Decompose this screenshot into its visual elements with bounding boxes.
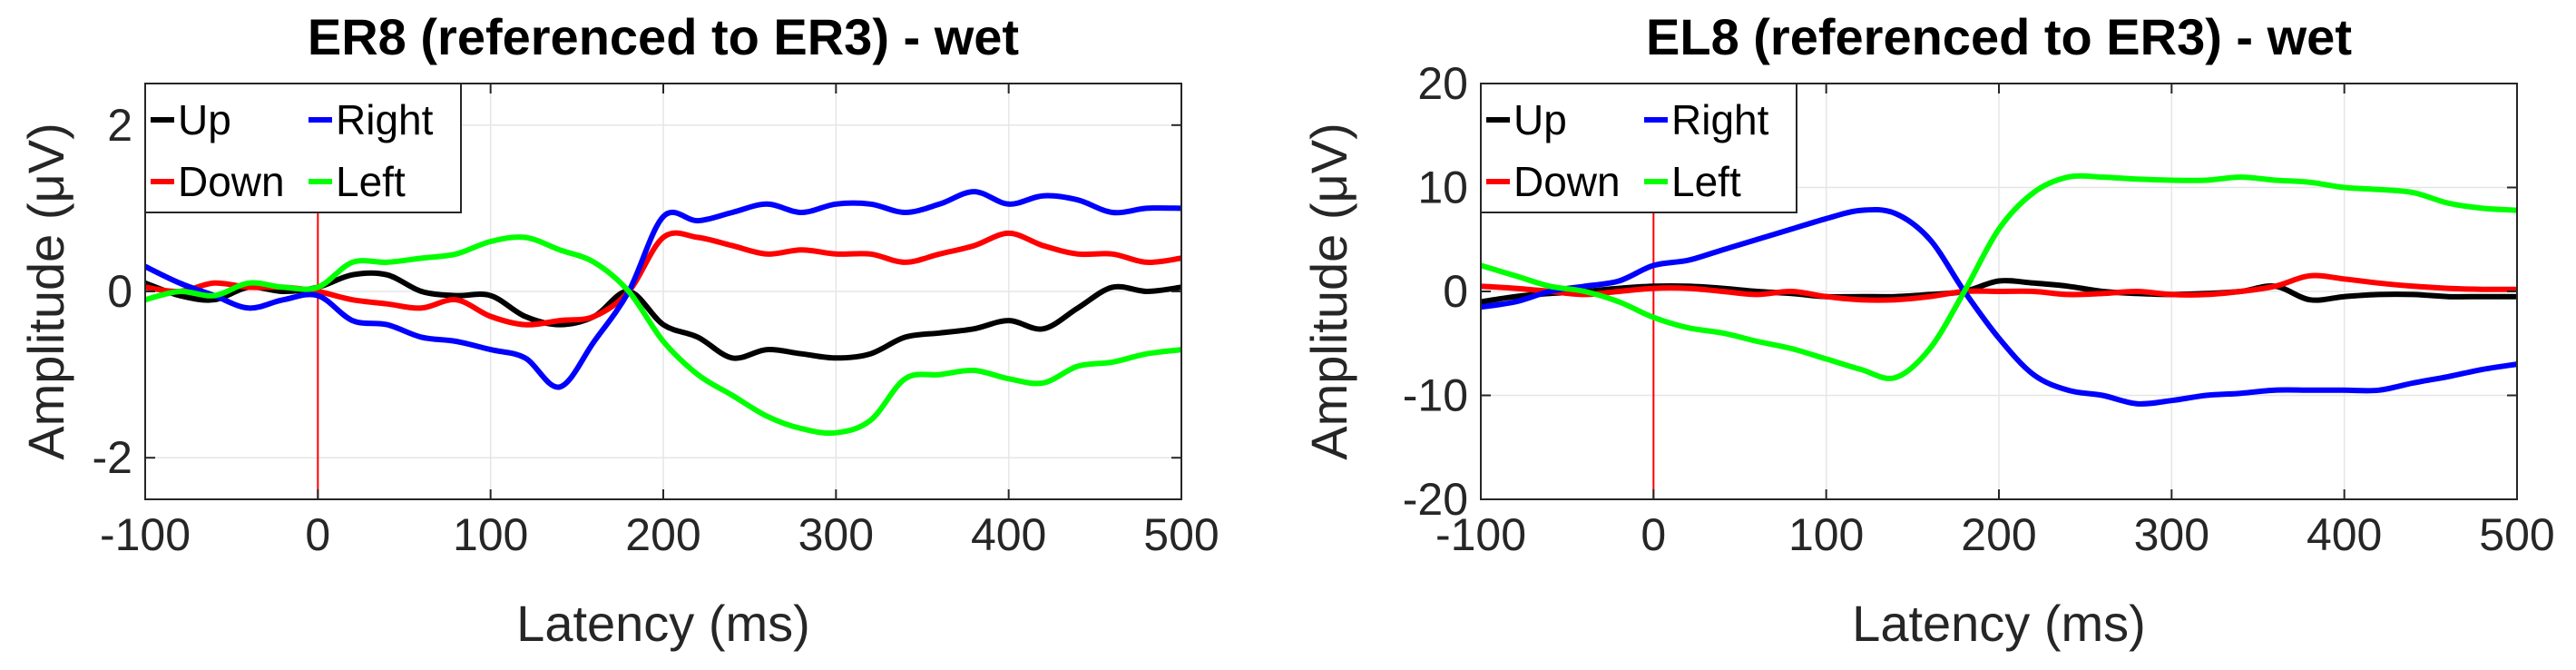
y-tick-label: -20: [1403, 474, 1468, 525]
legend-label-left: Left: [1671, 158, 1741, 205]
x-tick-label: -100: [100, 509, 191, 560]
x-tick-label: 0: [305, 509, 330, 560]
chart-title: EL8 (referenced to ER3) - wet: [1646, 8, 2352, 65]
y-tick-label: 0: [107, 266, 132, 317]
legend: Up Down Right Left: [144, 83, 462, 213]
y-tick-label: 0: [1443, 266, 1468, 317]
x-axis-label: Latency (ms): [1852, 595, 2146, 652]
series-line-right: [143, 189, 1182, 390]
chart-title: ER8 (referenced to ER3) - wet: [308, 8, 1019, 65]
y-tick-label: -2: [93, 432, 132, 483]
y-tick-label: -10: [1403, 370, 1468, 421]
y-axis-label: Amplitude (μV): [1300, 123, 1357, 460]
x-tick-label: 200: [625, 509, 700, 560]
legend-label-down: Down: [178, 158, 285, 205]
x-tick-label: 100: [1788, 509, 1864, 560]
y-tick-label: 2: [107, 100, 132, 151]
legend-items: Up Down Right Left: [1486, 96, 1769, 205]
series-line-left: [144, 234, 1182, 437]
series-line-down: [144, 230, 1182, 328]
legend-label-up: Up: [1513, 96, 1567, 143]
ticks: -100 0 100 200 300 400 500 -2 0 2: [93, 84, 1219, 560]
x-tick-label: 100: [453, 509, 528, 560]
x-tick-label: -100: [1435, 509, 1526, 560]
legend-box: [1480, 83, 1797, 213]
legend-label-right: Right: [336, 96, 434, 143]
legend-label-right: Right: [1671, 96, 1769, 143]
y-tick-label: 10: [1417, 163, 1468, 213]
y-axis-label: Amplitude (μV): [17, 123, 74, 460]
series-line-left: [1480, 172, 2518, 381]
x-axis-label: Latency (ms): [516, 595, 810, 652]
legend-label-down: Down: [1513, 158, 1621, 205]
x-tick-label: 300: [2134, 509, 2209, 560]
legend-box: [144, 83, 462, 213]
chart-panel-er8: -100 0 100 200 300 400 500 -2 0 2 Up Down Right Left…: [17, 8, 1219, 652]
x-tick-label: 400: [2307, 509, 2382, 560]
legend-label-left: Left: [336, 158, 406, 205]
x-tick-label: 400: [971, 509, 1046, 560]
legend: Up Down Right Left: [1480, 83, 1797, 213]
x-tick-label: 200: [1961, 509, 2036, 560]
x-tick-label: 300: [798, 509, 874, 560]
series-lines: [143, 189, 1182, 437]
x-tick-label: 500: [1143, 509, 1219, 560]
legend-items: Up Down Right Left: [151, 96, 434, 205]
y-tick-label: 20: [1417, 58, 1468, 109]
x-tick-label: 0: [1641, 509, 1666, 560]
x-tick-label: 500: [2479, 509, 2554, 560]
series-line-right: [1480, 206, 2518, 407]
legend-label-up: Up: [178, 96, 231, 143]
series-line-down: [1480, 272, 2518, 303]
series-lines: [1480, 172, 2518, 407]
